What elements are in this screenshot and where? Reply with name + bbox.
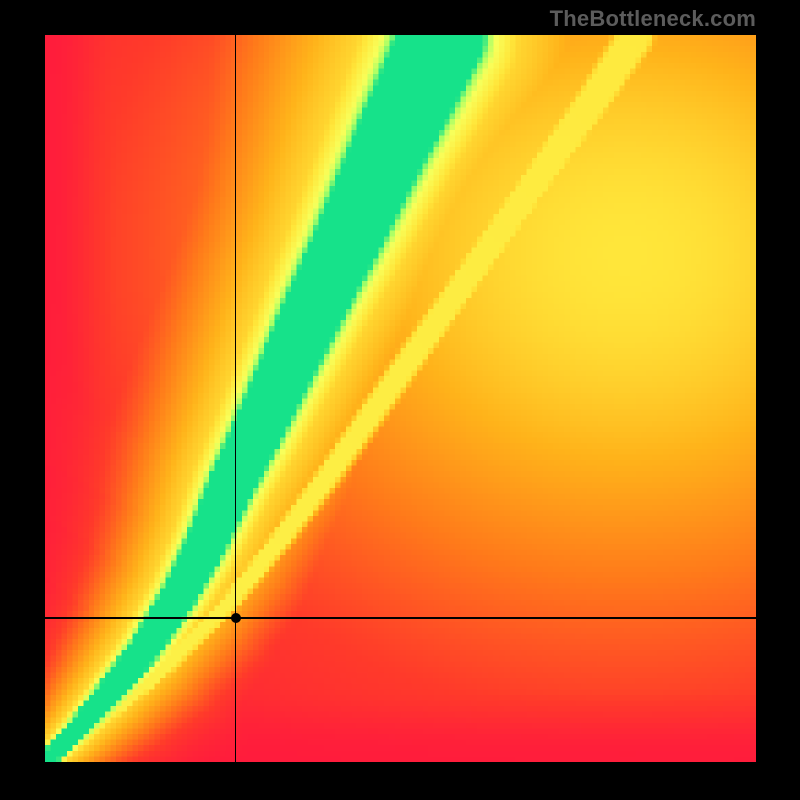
crosshair-vertical	[235, 35, 236, 762]
marker-dot	[231, 613, 241, 623]
chart-container: TheBottleneck.com	[0, 0, 800, 800]
heatmap-canvas	[45, 35, 756, 762]
crosshair-horizontal	[45, 617, 756, 618]
watermark-text: TheBottleneck.com	[550, 6, 756, 32]
